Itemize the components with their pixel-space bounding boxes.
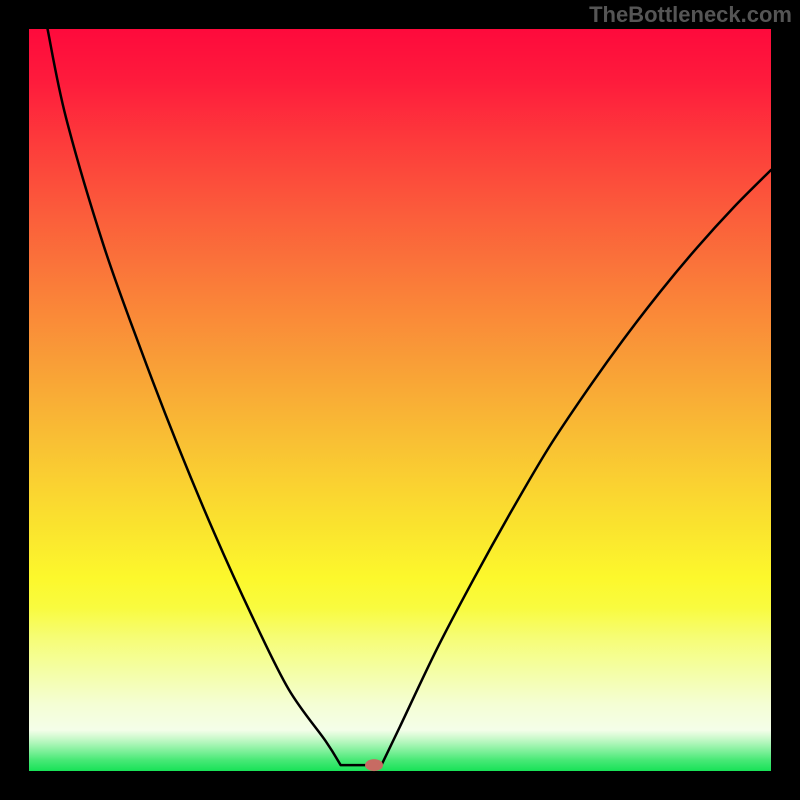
chart-container: TheBottleneck.com <box>0 0 800 800</box>
plot-background <box>29 29 771 771</box>
optimum-marker <box>365 759 383 771</box>
